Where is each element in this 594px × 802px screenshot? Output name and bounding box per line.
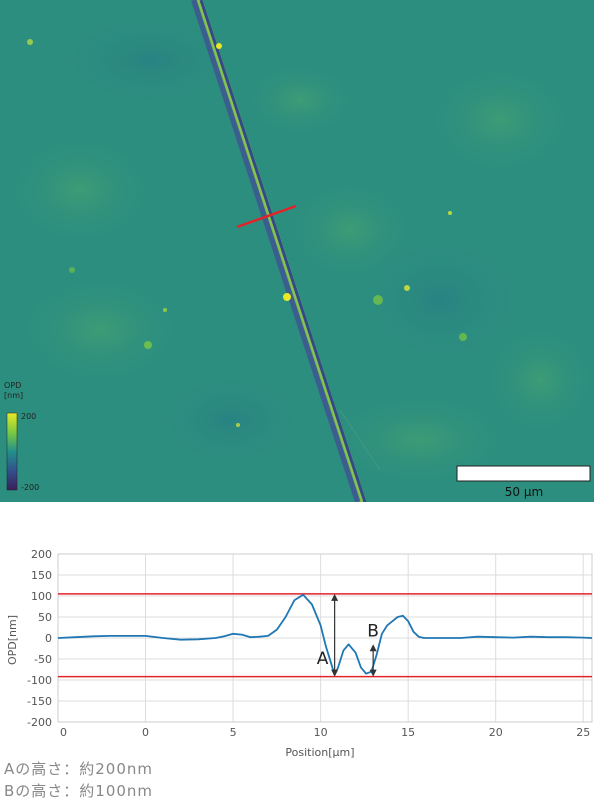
y-tick-label: -200 [27, 716, 52, 729]
note-a-height: Aの高さ：約200nm [4, 760, 154, 778]
x-tick-label: 0 [142, 726, 149, 739]
opd-map: OPD [nm] 200 -200 50 µm [0, 0, 594, 502]
arrow-head-bottom [369, 669, 377, 677]
profile-chart: A B 200 150 100 50 0 -50 -100 -150 -200 0 0 5 10 15 20 2… [0, 540, 594, 765]
x-tick-label: 15 [401, 726, 415, 739]
x-tick-label: 25 [576, 726, 590, 739]
x-axis-label: Position[µm] [285, 746, 354, 759]
y-tick-label: 200 [31, 548, 52, 561]
arrow-head-top [369, 644, 377, 652]
opd-image: OPD [nm] 200 -200 50 µm [0, 0, 594, 502]
x-tick-label: 5 [230, 726, 237, 739]
y-tick-label: 0 [45, 632, 52, 645]
notes: Aの高さ：約200nm Bの高さ：約100nm [4, 758, 404, 802]
y-axis-label: OPD[nm] [6, 615, 19, 665]
colorbar-min: -200 [21, 483, 39, 492]
y-tick-label: 50 [38, 611, 52, 624]
annotation-label-a: A [317, 649, 329, 669]
annotation-label-b: B [367, 621, 379, 641]
y-tick-label: -100 [27, 674, 52, 687]
scratch-groove [191, 0, 381, 502]
x-tick-label: 20 [489, 726, 503, 739]
colorbar-title-line1: OPD [4, 381, 21, 390]
profile-line [236, 204, 297, 229]
scalebar-label: 50 µm [505, 485, 543, 499]
x-tick-label: 0 [60, 726, 67, 739]
profile-series-line [57, 593, 593, 676]
scalebar [456, 465, 591, 482]
x-tick-label: 10 [314, 726, 328, 739]
colorbar [6, 412, 18, 491]
y-tick-label: -150 [27, 695, 52, 708]
arrow-head-top [331, 593, 339, 601]
note-b-height: Bの高さ：約100nm [4, 782, 154, 800]
y-tick-label: 150 [31, 569, 52, 582]
colorbar-title-line2: [nm] [4, 391, 23, 400]
surface-texture [0, 10, 594, 490]
arrow-head-bottom [331, 669, 339, 677]
y-tick-label: 100 [31, 590, 52, 603]
profile-chart-svg: A B 200 150 100 50 0 -50 -100 -150 -200 0 0 5 10 15 20 2… [6, 548, 593, 759]
y-tick-label: -50 [34, 653, 52, 666]
colorbar-max: 200 [21, 412, 36, 421]
